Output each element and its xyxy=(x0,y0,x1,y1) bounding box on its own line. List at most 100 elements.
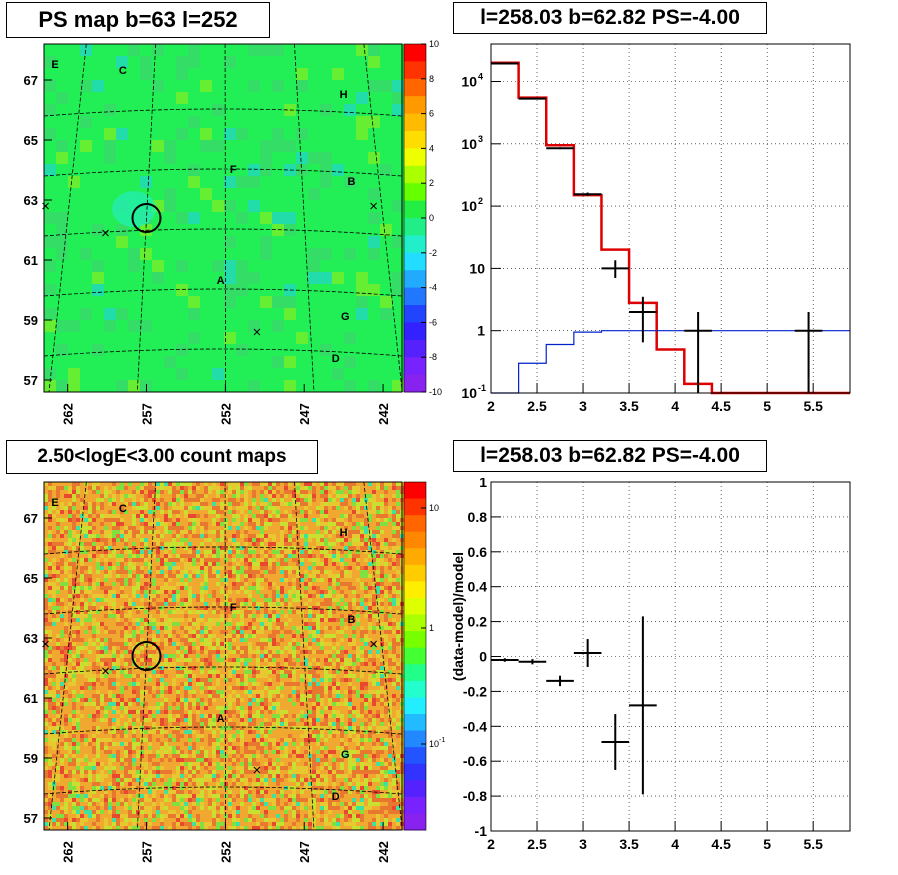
map-pixel xyxy=(72,622,76,626)
map-pixel xyxy=(152,482,156,486)
map-pixel xyxy=(208,518,212,522)
map-pixel xyxy=(176,486,180,490)
map-pixel xyxy=(280,634,284,638)
map-pixel xyxy=(96,526,100,530)
map-pixel xyxy=(44,260,56,272)
map-pixel xyxy=(248,638,252,642)
map-pixel xyxy=(164,176,176,188)
map-pixel xyxy=(220,626,224,630)
map-pixel xyxy=(144,610,148,614)
map-pixel xyxy=(64,654,68,658)
spectrum-grid xyxy=(491,44,850,394)
map-pixel xyxy=(44,506,48,510)
map-pixel xyxy=(296,582,300,586)
map-pixel xyxy=(260,308,272,320)
map-pixel xyxy=(64,594,68,598)
map-pixel xyxy=(188,176,200,188)
map-pixel xyxy=(56,296,68,308)
map-pixel xyxy=(380,296,392,308)
map-pixel xyxy=(284,356,296,368)
map-pixel xyxy=(72,638,76,642)
map-pixel xyxy=(164,510,168,514)
map-pixel xyxy=(180,642,184,646)
map-pixel xyxy=(344,606,348,610)
map-pixel xyxy=(364,482,368,486)
map-pixel xyxy=(296,248,308,260)
map-pixel xyxy=(192,614,196,618)
map-pixel xyxy=(64,574,68,578)
map-pixel xyxy=(188,482,192,486)
map-pixel xyxy=(116,582,120,586)
map-pixel xyxy=(360,562,364,566)
map-pixel xyxy=(232,502,236,506)
map-pixel xyxy=(288,518,292,522)
map-pixel xyxy=(296,534,300,538)
colorbar-cell xyxy=(404,287,426,306)
map-pixel xyxy=(76,522,80,526)
map-pixel xyxy=(396,606,400,610)
map-pixel xyxy=(328,602,332,606)
map-pixel xyxy=(272,514,276,518)
map-pixel xyxy=(180,562,184,566)
map-pixel xyxy=(220,554,224,558)
map-pixel xyxy=(376,514,380,518)
map-pixel xyxy=(200,510,204,514)
map-pixel xyxy=(104,642,108,646)
map-pixel xyxy=(88,610,92,614)
map-pixel xyxy=(244,526,248,530)
map-pixel xyxy=(136,590,140,594)
map-pixel xyxy=(352,618,356,622)
map-pixel xyxy=(296,518,300,522)
map-pixel xyxy=(224,490,228,494)
map-pixel xyxy=(236,530,240,534)
map-pixel xyxy=(332,618,336,622)
map-pixel xyxy=(200,594,204,598)
source-label: F xyxy=(230,164,237,176)
map-pixel xyxy=(216,570,220,574)
map-pixel xyxy=(56,618,60,622)
map-pixel xyxy=(276,534,280,538)
colorbar-cell xyxy=(404,113,426,132)
map-pixel xyxy=(180,586,184,590)
map-pixel xyxy=(348,546,352,550)
map-pixel xyxy=(200,200,212,212)
map-pixel xyxy=(344,140,356,152)
model-background-histogram xyxy=(491,330,850,394)
map-pixel xyxy=(356,482,360,486)
map-pixel xyxy=(304,494,308,498)
map-pixel xyxy=(232,506,236,510)
map-pixel xyxy=(60,630,64,634)
map-pixel xyxy=(340,518,344,522)
map-pixel xyxy=(352,602,356,606)
map-pixel xyxy=(308,356,320,368)
map-pixel xyxy=(92,116,104,128)
map-pixel xyxy=(300,622,304,626)
map-pixel xyxy=(160,650,164,654)
map-pixel xyxy=(64,646,68,650)
map-pixel xyxy=(380,486,384,490)
map-pixel xyxy=(96,578,100,582)
map-pixel xyxy=(60,518,64,522)
map-pixel xyxy=(128,570,132,574)
map-pixel xyxy=(256,622,260,626)
map-pixel xyxy=(144,530,148,534)
map-pixel xyxy=(272,586,276,590)
map-pixel xyxy=(224,654,228,658)
map-pixel xyxy=(244,654,248,658)
map-pixel xyxy=(376,590,380,594)
map-pixel xyxy=(128,164,140,176)
map-pixel xyxy=(356,212,368,224)
map-pixel xyxy=(144,582,148,586)
map-pixel xyxy=(356,558,360,562)
map-pixel xyxy=(200,320,212,332)
map-pixel xyxy=(220,522,224,526)
map-pixel xyxy=(140,574,144,578)
map-pixel xyxy=(268,630,272,634)
map-pixel xyxy=(348,642,352,646)
map-pixel xyxy=(88,570,92,574)
map-pixel xyxy=(276,530,280,534)
map-pixel xyxy=(300,526,304,530)
map-pixel xyxy=(60,650,64,654)
map-pixel xyxy=(332,116,344,128)
map-pixel xyxy=(196,630,200,634)
